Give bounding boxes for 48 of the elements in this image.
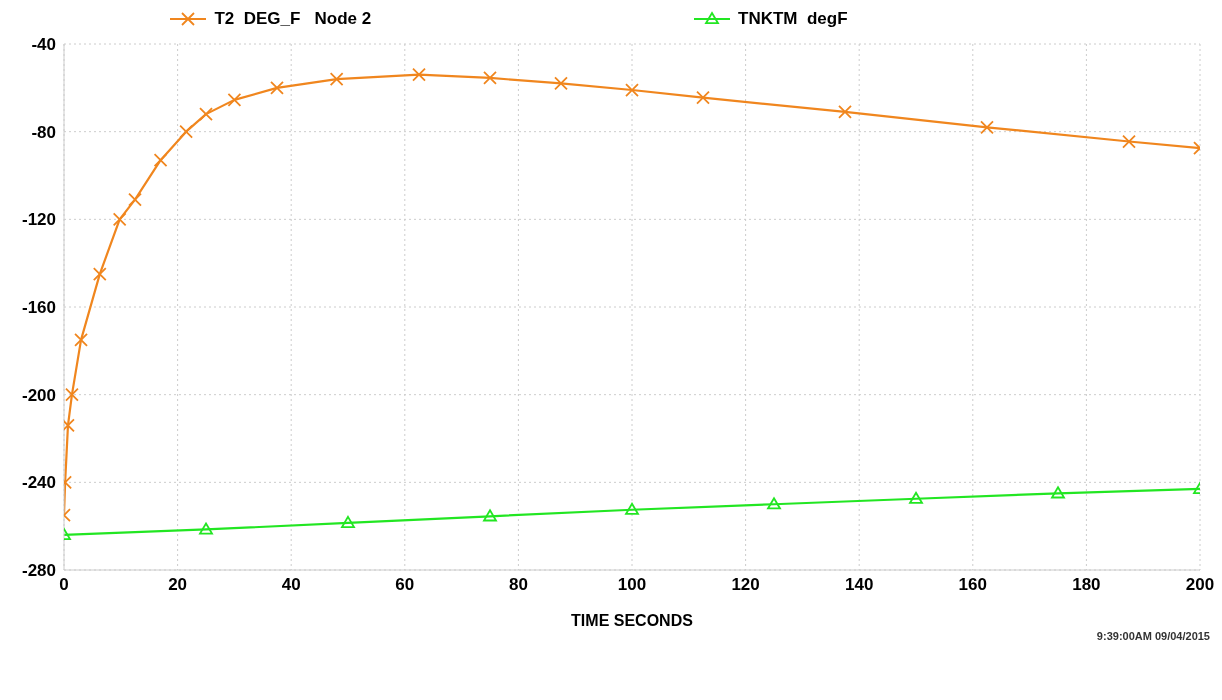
- legend-label: T2 DEG_F Node 2: [214, 9, 372, 29]
- point: [199, 107, 213, 122]
- point: [767, 497, 781, 510]
- point: [909, 491, 923, 504]
- y-tick-label: -200: [21, 385, 56, 405]
- point: [412, 67, 426, 82]
- point: [1122, 134, 1136, 149]
- x-tick-label: 80: [508, 575, 528, 595]
- x-tick-label: 100: [617, 575, 647, 595]
- y-tick-label: -80: [31, 122, 56, 142]
- point: [696, 90, 710, 105]
- text: 9:39:00AM 09/04/2015: [1095, 630, 1211, 642]
- y-tick-label: -240: [21, 473, 56, 493]
- x-axis-title: TIME SECONDS: [571, 612, 694, 629]
- point: [270, 80, 284, 95]
- point: [483, 71, 497, 85]
- point: [838, 105, 852, 119]
- point: [128, 192, 142, 207]
- x-tick-label: 120: [731, 575, 760, 595]
- point: [625, 502, 639, 515]
- point: [179, 124, 194, 139]
- point: [980, 120, 994, 135]
- point: [199, 522, 213, 535]
- point: [112, 212, 127, 227]
- x-tick-label: 20: [168, 575, 188, 595]
- x-tick-label: 180: [1072, 575, 1101, 595]
- x-tick-label: 60: [395, 575, 415, 595]
- y-tick-label: -120: [21, 210, 56, 230]
- x-tick-label: 160: [958, 575, 987, 595]
- point: [329, 72, 344, 86]
- legend-label: TNKTM degF: [738, 9, 848, 29]
- y-tick-label: -160: [21, 298, 56, 318]
- x-tick-label: 40: [281, 575, 301, 595]
- point: [153, 153, 168, 168]
- point: [74, 332, 88, 347]
- y-tick-label: -40: [31, 35, 56, 55]
- point: [554, 76, 568, 91]
- point: [92, 267, 107, 282]
- x-tick-label: 140: [845, 575, 874, 595]
- point: [341, 515, 355, 528]
- point: [227, 92, 242, 107]
- point: [483, 509, 497, 522]
- point: [625, 83, 639, 97]
- point: [65, 387, 79, 402]
- point: [1051, 486, 1065, 499]
- x-tick-label: 200: [1185, 575, 1215, 595]
- y-tick-label: -280: [21, 561, 56, 581]
- x-tick-label: 0: [59, 575, 69, 595]
